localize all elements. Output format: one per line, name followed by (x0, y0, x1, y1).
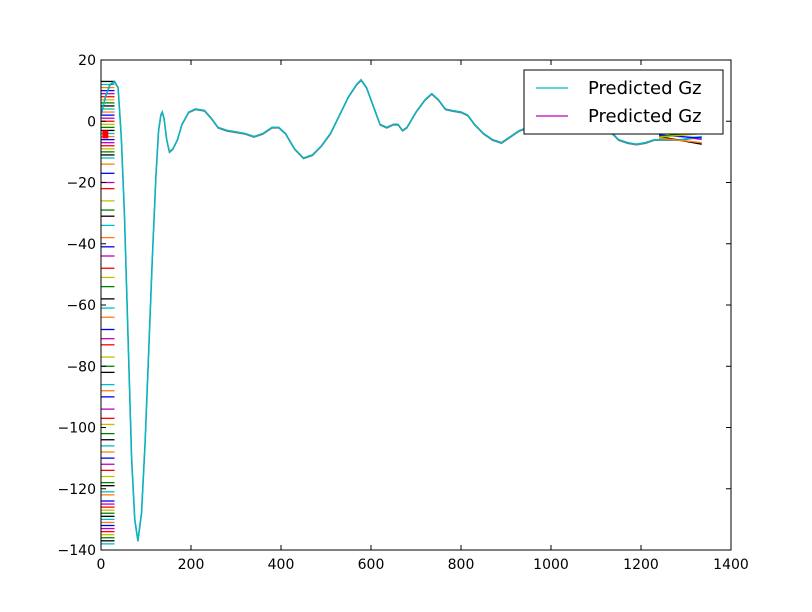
y-tick-label: −40 (66, 237, 96, 253)
legend-label-1: Predicted Gz (588, 106, 702, 127)
band-line (658, 137, 702, 144)
y-tick-label: −140 (58, 543, 96, 559)
x-tick-label: 400 (268, 557, 295, 573)
x-tick-label: 800 (448, 557, 475, 573)
legend-label-0: Predicted Gz (588, 78, 702, 99)
legend-box (523, 69, 724, 135)
ticks: 0 200 400 600 800 1000 1200 1400200−20−40−60−80… (58, 53, 749, 573)
y-tick-label: −20 (66, 176, 96, 192)
y-tick-label: 0 (87, 114, 96, 130)
x-tick-label: 1000 (533, 557, 569, 573)
x-tick-label: 1400 (713, 557, 749, 573)
x-tick-label: 1200 (623, 557, 659, 573)
y-tick-label: −80 (66, 359, 96, 375)
y-tick-label: −60 (66, 298, 96, 314)
y-tick-label: 20 (78, 53, 96, 69)
y-tick-label: −100 (58, 421, 96, 437)
y-tick-label: −120 (58, 482, 96, 498)
legend: Predicted Gz Predicted Gz (523, 69, 724, 135)
x-tick-label: 200 (178, 557, 205, 573)
x-tick-label: 600 (358, 557, 385, 573)
dash-mark (102, 130, 109, 139)
x-tick-label: 0 (97, 557, 106, 573)
